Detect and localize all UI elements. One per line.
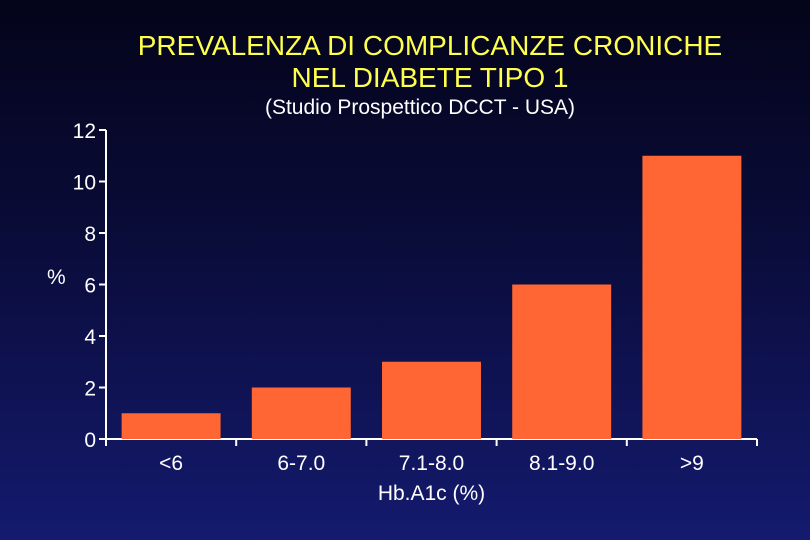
bar: [512, 284, 612, 439]
chart-title-line-1: PREVALENZA DI COMPLICANZE CRONICHE: [137, 30, 723, 61]
bars: [121, 155, 742, 439]
y-tick-label: 4: [84, 326, 96, 349]
y-axis-label: %: [47, 266, 66, 289]
x-tick-label: >9: [680, 452, 704, 475]
x-tick-label: 6-7.0: [277, 452, 325, 475]
bar: [121, 413, 221, 439]
y-tick-label: 10: [73, 172, 96, 195]
y-tick-label: 0: [84, 429, 96, 452]
y-tick-label: 12: [73, 120, 96, 143]
y-tick-label: 2: [84, 378, 96, 401]
x-tick-label: 7.1-8.0: [399, 452, 464, 475]
bar: [642, 155, 742, 439]
chart-subtitle: (Studio Prospettico DCCT - USA): [264, 96, 576, 119]
bar: [382, 361, 481, 439]
x-axis-label: Hb.A1c (%): [378, 482, 485, 505]
x-tick-label: 8.1-9.0: [529, 452, 594, 475]
y-tick-label: 8: [84, 223, 96, 246]
y-tick-label: 6: [84, 275, 96, 298]
chart-title-line-2: NEL DIABETE TIPO 1: [291, 62, 569, 93]
bar: [251, 387, 351, 439]
tick-labels: 0 2 4 6 8 10 12 <6 6-7.0 7.1-8.0 8.1-9.0 >9 Hb.A1c (…: [73, 120, 704, 505]
x-tick-label: <6: [159, 452, 183, 475]
